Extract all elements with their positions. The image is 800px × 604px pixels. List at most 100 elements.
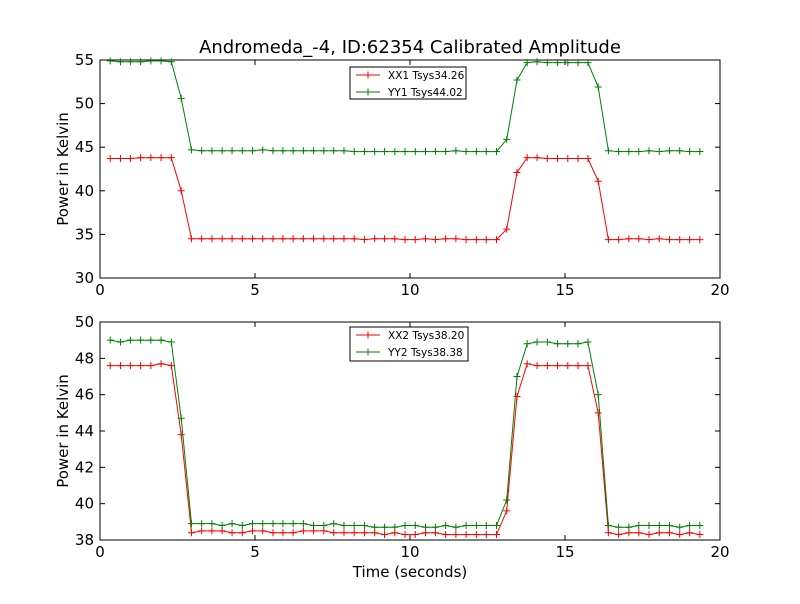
bottom-series-1-point — [320, 521, 328, 529]
top-y-tick-label: 45 — [75, 138, 94, 156]
top-series-1-point — [208, 147, 216, 155]
bottom-series-1-point — [238, 521, 246, 529]
top-series-0-point — [411, 236, 419, 244]
bottom-series-0-point — [442, 531, 450, 539]
top-series-group — [106, 57, 704, 244]
bottom-series-0-point — [126, 362, 134, 370]
bottom-series-0-point — [208, 527, 216, 535]
top-series-1-point — [106, 57, 114, 65]
bottom-series-1-point — [462, 521, 470, 529]
bottom-series-1-point — [574, 340, 582, 348]
bottom-series-1-point — [655, 521, 663, 529]
bottom-series-0-point — [137, 362, 145, 370]
top-series-0-point — [472, 236, 480, 244]
top-series-1-point — [503, 135, 511, 143]
bottom-series-0-point — [289, 529, 297, 537]
bottom-series-0-point — [513, 392, 521, 400]
top-series-1-point — [116, 58, 124, 66]
top-series-0-point — [106, 155, 114, 163]
bottom-y-tick-label: 42 — [75, 458, 94, 476]
bottom-series-0-point — [167, 362, 175, 370]
bottom-series-1-point — [696, 521, 704, 529]
bottom-legend-marker-0 — [364, 331, 372, 339]
top-series-0-point — [167, 154, 175, 162]
bottom-series-1-point — [147, 336, 155, 344]
top-y-tick-label: 50 — [75, 95, 94, 113]
bottom-series-0-point — [147, 362, 155, 370]
bottom-series-1-point — [564, 340, 572, 348]
top-series-0-point — [523, 154, 531, 162]
top-series-0-point — [401, 236, 409, 244]
top-series-1-point — [543, 59, 551, 67]
top-series-0-point — [422, 235, 429, 243]
top-series-1-point — [472, 148, 480, 156]
bottom-series-1-point — [472, 521, 480, 529]
top-series-0-point — [543, 155, 551, 163]
top-series-0-point — [625, 235, 633, 243]
top-series-0-point — [574, 155, 582, 163]
top-series-1-point — [676, 147, 684, 155]
bottom-series-1-point — [665, 521, 673, 529]
bottom-series-0-point — [106, 362, 114, 370]
top-series-1-point — [238, 147, 246, 155]
top-series-1-point — [665, 147, 673, 155]
bottom-series-1-point — [187, 520, 195, 528]
bottom-series-0-point — [157, 360, 165, 368]
top-series-0-point — [228, 235, 236, 243]
top-series-1-point — [249, 147, 257, 155]
bottom-series-0-point — [116, 362, 124, 370]
top-series-1-point — [452, 147, 460, 155]
top-series-0-point — [116, 155, 124, 163]
top-series-0-point — [147, 154, 155, 162]
top-series-1-point — [198, 147, 206, 155]
top-series-1-point — [431, 148, 439, 156]
bottom-y-tick-label: 38 — [75, 531, 94, 549]
top-series-0-point — [676, 236, 684, 244]
bottom-series-1-point — [503, 496, 511, 504]
top-y-tick-label: 40 — [75, 182, 94, 200]
bottom-subplot: Power in Kelvin Time (seconds) 0 5 10 15 20 3… — [54, 313, 730, 581]
bottom-series-1-point — [604, 521, 612, 529]
top-series-0-point — [635, 235, 643, 243]
top-series-1-point — [554, 59, 562, 67]
top-series-1-point — [137, 58, 145, 66]
top-series-0-point — [289, 235, 297, 243]
top-series-1-point — [259, 146, 267, 154]
top-series-0-point — [350, 235, 358, 243]
top-series-0-point — [655, 235, 663, 243]
bottom-series-0-point — [554, 362, 562, 370]
top-series-0-point — [279, 235, 287, 243]
bottom-series-1-point — [533, 338, 541, 346]
bottom-series-1-point — [391, 523, 399, 531]
top-series-1-point — [279, 147, 287, 155]
top-series-1-point — [391, 148, 399, 156]
top-series-0-point — [533, 154, 541, 162]
top-series-1-point — [126, 58, 134, 66]
bottom-series-0-point — [594, 409, 602, 417]
bottom-series-0-point — [604, 529, 612, 537]
top-series-1-point — [360, 148, 368, 156]
top-series-0-point — [584, 155, 592, 163]
bottom-series-1-point — [330, 520, 338, 528]
bottom-x-tick-label: 20 — [710, 543, 729, 561]
top-series-0-point — [330, 235, 338, 243]
bottom-y-tick-label: 50 — [75, 313, 94, 331]
bottom-series-0-point — [330, 529, 338, 537]
bottom-series-1-point — [381, 523, 389, 531]
top-series-1-point — [411, 148, 419, 156]
bottom-series-0-point — [381, 531, 389, 539]
top-legend: XX1 Tsys34.26 YY1 Tsys44.02 — [349, 66, 467, 100]
bottom-series-0-point — [249, 527, 257, 535]
top-series-0-point — [137, 154, 145, 162]
top-series-1-point — [594, 83, 602, 91]
bottom-series-1-point — [523, 340, 531, 348]
bottom-series-1-point — [177, 414, 185, 422]
top-series-1-point — [574, 59, 582, 67]
top-y-axis-label: Power in Kelvin — [54, 112, 72, 226]
top-series-0-point — [249, 235, 257, 243]
bottom-series-1-point — [543, 338, 551, 346]
bottom-series-1-point — [299, 520, 307, 528]
top-legend-label-0: XX1 Tsys34.26 — [388, 70, 465, 82]
bottom-series-1-point — [198, 520, 206, 528]
top-series-1-point — [340, 147, 348, 155]
